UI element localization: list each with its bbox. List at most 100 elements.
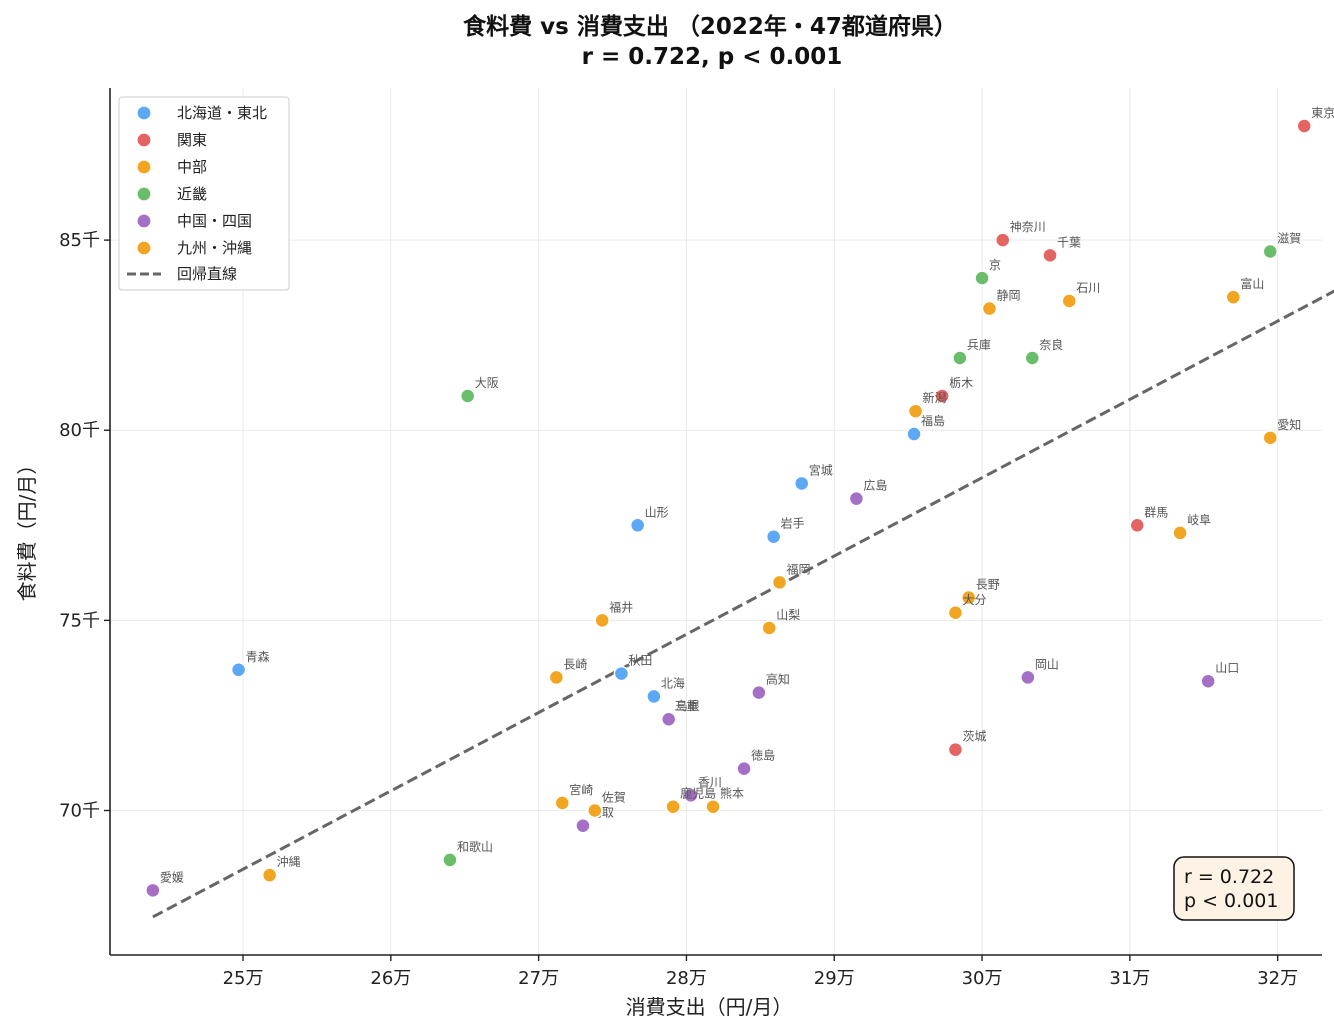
data-point [261,867,278,883]
data-point [459,388,476,404]
data-point [981,300,998,317]
x-tick-label: 31万 [1109,968,1150,989]
legend-marker [136,159,152,175]
point-label: 神奈川 [1010,220,1046,234]
data-point [575,817,591,834]
point-label: 愛媛 [160,870,184,884]
data-point [1042,247,1058,264]
legend-label: 北海道・東北 [177,104,267,122]
point-label: 栃木 [949,376,973,390]
y-axis-label: 食料費（円/月） [15,455,39,602]
data-point [683,787,699,804]
point-label: 山口 [1215,661,1239,675]
data-point [947,605,964,621]
legend-marker [136,213,152,229]
x-axis-ticks: 25万 26万 27万 28万 29万 30万 31万 32万 [223,955,1298,989]
point-label: 鹿児島 [680,786,716,801]
point-label: 香川 [698,775,722,789]
point-label: 福岡 [787,561,811,576]
data-point [934,388,950,404]
data-points: 北海青森岩手宮城秋田山形福島茨城栃木群馬埼玉千葉東京神奈川新潟富山石川福井山梨長… [145,106,1334,899]
data-point [548,669,565,686]
point-label: 富山 [1240,276,1264,291]
data-point [442,852,458,868]
legend-marker [136,240,152,256]
point-label: 島根 [676,698,700,713]
point-label: 宮城 [809,462,833,477]
point-label: 和歌山 [457,839,493,854]
point-label: 群馬 [1144,505,1168,519]
data-point [1061,293,1078,309]
data-point [1020,669,1036,686]
data-point [1262,430,1279,446]
stat-r-value: r = 0.722 [1184,866,1274,888]
point-label: 茨城 [962,730,986,744]
point-label: 兵庫 [967,338,991,352]
data-point [554,795,571,811]
point-label: 岐阜 [1187,513,1211,527]
stat-p-value: p < 0.001 [1184,890,1278,912]
point-label: 高知 [766,672,790,687]
data-point [793,475,810,492]
point-label: 岩手 [781,516,805,531]
legend-frame [118,96,290,291]
data-point [587,802,603,819]
x-axis-label: 消費支出（円/月） [626,995,793,1019]
data-point [705,798,721,815]
stat-box: r = 0.722 p < 0.001 [1173,856,1295,921]
x-tick-label: 26万 [370,968,411,989]
chart-subtitle: r = 0.722, p < 0.001 [582,44,843,70]
data-point [771,574,788,591]
point-label: 沖縄 [277,854,301,869]
data-point [848,490,865,507]
y-tick-label: 70千 [59,801,100,822]
x-tick-label: 32万 [1257,968,1298,989]
point-label: 宮崎 [569,782,593,797]
data-point [947,741,964,758]
y-tick-label: 80千 [59,420,100,441]
legend-label: 中国・四国 [177,212,252,230]
point-label: 愛知 [1277,418,1301,432]
data-point [751,684,767,701]
x-tick-label: 25万 [223,968,264,989]
data-point [1024,350,1041,366]
data-point [907,403,924,419]
data-point [613,665,630,682]
legend-label: 関東 [177,131,207,149]
point-label: 徳島 [751,748,775,763]
y-tick-label: 75千 [59,610,100,631]
legend-marker [136,105,152,121]
stat-box-frame [1173,856,1295,921]
data-point [660,711,677,727]
point-label: 大分 [962,593,986,607]
data-point [1172,525,1188,541]
x-tick-label: 29万 [814,968,855,989]
point-label: 青森 [246,649,270,664]
grid-lines [110,88,1322,955]
data-point [974,270,990,286]
data-point [1296,118,1313,134]
data-point [906,426,922,442]
data-point [1200,673,1216,689]
point-label: 福井 [609,599,633,614]
legend-label: 中部 [177,158,207,176]
y-axis-ticks: 70千 75千 80千 85千 [59,230,110,822]
point-label: 秋田 [628,654,652,668]
data-point [230,662,247,678]
data-point [1129,517,1145,534]
data-point [736,760,752,777]
data-point [761,620,777,636]
data-point [952,350,968,366]
point-label: 京 [989,258,1001,272]
point-label: 奈良 [1039,337,1063,352]
point-label: 静岡 [996,289,1020,303]
data-point [594,612,610,629]
point-label: 山形 [645,505,669,519]
regression-line [152,289,1334,919]
point-label: 長崎 [563,657,587,671]
chart-title: 食料費 vs 消費支出 （2022年・47都道府県） [463,13,957,40]
x-tick-label: 28万 [666,968,707,989]
legend-marker [136,132,152,148]
point-label: 岡山 [1035,657,1059,671]
